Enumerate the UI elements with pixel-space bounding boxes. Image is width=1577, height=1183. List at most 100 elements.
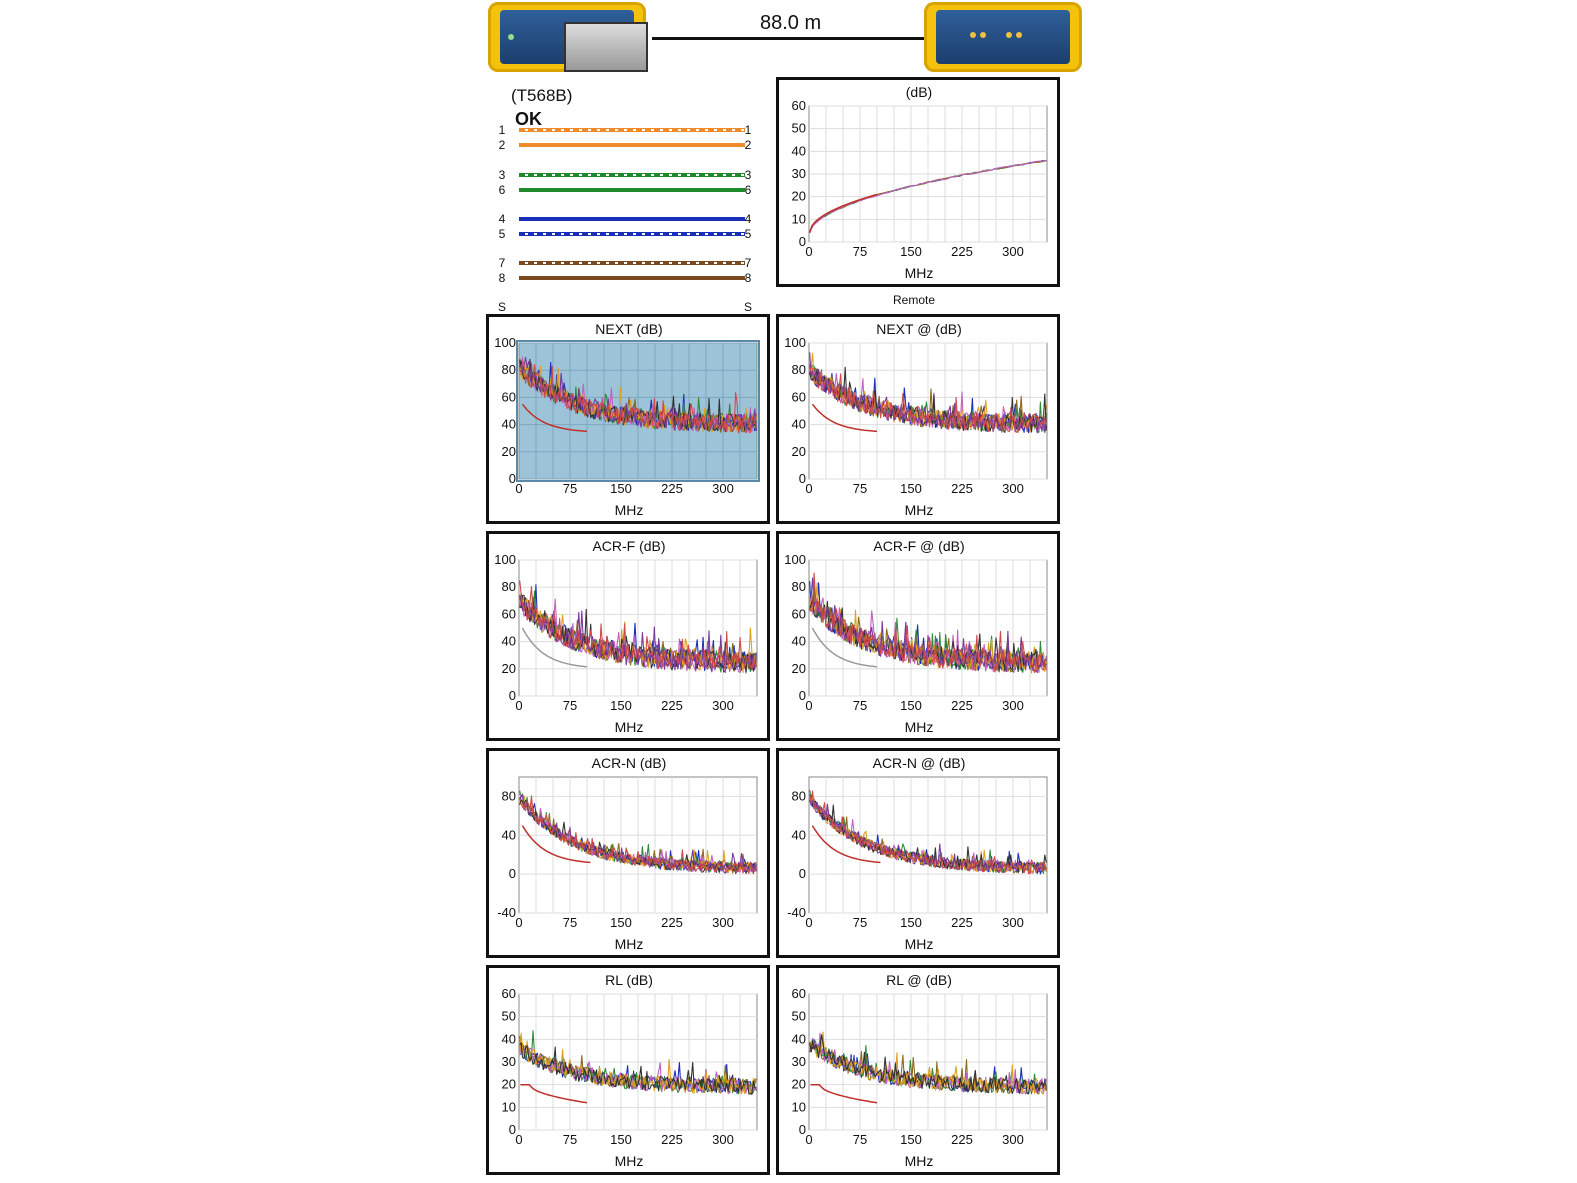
pin-left-label: 7 [498,256,506,270]
y-tick-label: 60 [792,98,806,113]
y-tick-label: 0 [509,688,516,703]
chart-title: ACR-F (dB) [592,538,665,554]
series-line [519,580,757,673]
chart-panel-next-remote[interactable]: 0 75 150 225 300 0 20 40 60 80 100 NEXT @ (dB) MHz [776,314,1060,524]
y-tick-label: -40 [497,905,516,920]
limit-line [811,627,878,668]
limit-line [811,825,881,864]
x-axis-label: MHz [905,1153,934,1169]
x-tick-label: 0 [805,1132,812,1147]
series-line [809,794,1047,874]
y-tick-label: 100 [784,552,806,567]
chart-title: ACR-F @ (dB) [873,538,964,554]
y-tick-label: 40 [502,634,516,649]
x-tick-label: 0 [805,698,812,713]
y-tick-label: 100 [494,552,516,567]
y-tick-label: 0 [799,866,806,881]
x-tick-label: 75 [853,244,867,259]
x-tick-label: 225 [661,1132,683,1147]
x-axis-label: MHz [615,719,644,735]
limit-line [810,1083,878,1104]
x-tick-label: 300 [1002,915,1024,930]
chart-title: ACR-N @ (dB) [873,755,966,771]
limit-line [521,403,588,433]
cable-line [652,37,934,40]
chart-panel-acr-f[interactable]: 0 75 150 225 300 0 20 40 60 80 100 ACR-F (dB) MHz [486,531,770,741]
y-tick-label: 10 [792,1099,806,1114]
x-tick-label: 300 [712,915,734,930]
series-line [809,577,1047,673]
y-tick-label: 20 [502,1077,516,1092]
x-axis-label: MHz [615,502,644,518]
chart-svg: 0 75 150 225 300 0 10 20 30 40 50 60 (dB) MHz [792,84,1048,281]
x-tick-label: 0 [515,698,522,713]
y-tick-label: 40 [792,634,806,649]
chart-panel-rl-remote[interactable]: 0 75 150 225 300 0 10 20 30 40 50 60 RL @ (dB) MHz [776,965,1060,1175]
y-tick-label: 10 [792,211,806,226]
y-tick-label: 0 [509,866,516,881]
y-tick-label: 0 [799,688,806,703]
pin-left-label: 2 [498,138,506,152]
wire-pin-4 [519,217,745,221]
limit-line [808,193,878,234]
x-axis-label: MHz [905,265,934,281]
chart-panel-acr-f-remote[interactable]: 0 75 150 225 300 0 20 40 60 80 100 ACR-F @ (dB) MHz [776,531,1060,741]
pin-left-label: 1 [498,123,506,137]
wiremap-status: OK [515,109,542,129]
chart-panel-next[interactable]: 0 75 150 225 300 0 20 40 60 80 100 NEXT (dB) MHz [486,314,770,524]
x-tick-label: 75 [853,1132,867,1147]
x-axis-label: MHz [905,719,934,735]
cable-length-label: 88.0 m [760,12,822,34]
series-line [519,1032,757,1095]
x-tick-label: 75 [563,481,577,496]
y-tick-label: 80 [502,579,516,594]
chart-title: ACR-N (dB) [592,755,667,771]
y-tick-label: 20 [792,1077,806,1092]
chart-panel-rl[interactable]: 0 75 150 225 300 0 10 20 30 40 50 60 RL (dB) MHz [486,965,770,1175]
wire-pin-6 [519,188,745,192]
x-tick-label: 150 [610,481,632,496]
x-axis-label: MHz [905,936,934,952]
chart-panel-acr-n[interactable]: 0 75 150 225 300 -40 0 40 80 ACR-N (dB) MHz [486,748,770,958]
x-tick-label: 75 [853,481,867,496]
x-tick-label: 75 [563,915,577,930]
pin-right-label: 2 [744,138,752,152]
x-tick-label: 300 [712,481,734,496]
x-tick-label: 75 [853,915,867,930]
wire-pin-2 [519,143,745,147]
series-line [809,790,1047,875]
wiremap-standard: (T568B) [511,86,573,105]
y-tick-label: 40 [502,417,516,432]
y-tick-label: 0 [799,234,806,249]
y-tick-label: 40 [502,1031,516,1046]
series-line [809,159,1047,232]
y-tick-label: 40 [792,143,806,158]
pin-left-label: 4 [498,212,506,226]
series-line [809,1031,1047,1095]
y-tick-label: 40 [792,417,806,432]
pin-right-label: 7 [744,256,752,270]
x-tick-label: 0 [515,1132,522,1147]
x-tick-label: 150 [610,915,632,930]
y-tick-label: 60 [502,389,516,404]
series-line [519,795,757,875]
chart-panel-acr-n-remote[interactable]: 0 75 150 225 300 -40 0 40 80 ACR-N @ (dB) MHz [776,748,1060,958]
x-tick-label: 0 [515,915,522,930]
pin-right-label: 3 [744,168,752,182]
y-tick-label: 50 [792,121,806,136]
y-tick-label: 80 [792,579,806,594]
chart-panel-insertion-loss[interactable]: 0 75 150 225 300 0 10 20 30 40 50 60 (dB) MHz [776,77,1060,287]
limit-line [521,627,588,668]
y-tick-label: 30 [792,1054,806,1069]
x-axis-label: MHz [615,1153,644,1169]
tester-screen [564,22,648,72]
chart-svg: 0 75 150 225 300 0 10 20 30 40 50 60 RL (dB) MHz [502,972,758,1169]
series-line [809,1034,1047,1095]
y-tick-label: 0 [799,1122,806,1137]
y-tick-label: 80 [502,788,516,803]
chart-svg: 0 75 150 225 300 0 20 40 60 80 100 ACR-F @ (dB) MHz [784,538,1048,735]
series-line [519,594,757,674]
x-axis-label: MHz [615,936,644,952]
remote-tester-device [924,2,1082,72]
